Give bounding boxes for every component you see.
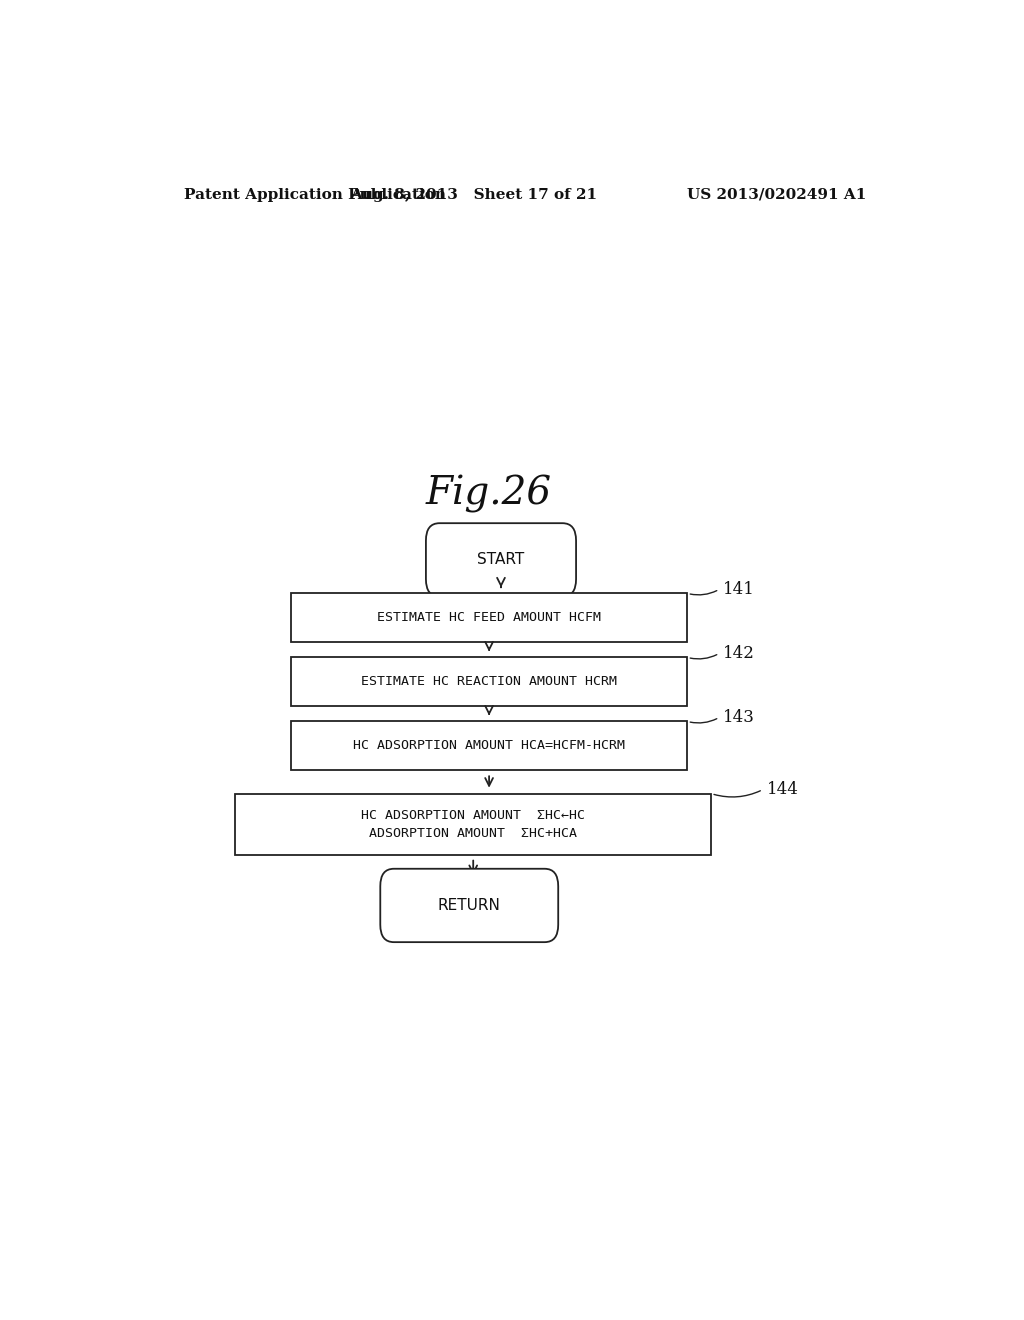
Text: 142: 142	[723, 645, 755, 661]
Text: Fig.26: Fig.26	[426, 475, 552, 512]
Bar	[236, 793, 712, 854]
Text: RETURN: RETURN	[438, 898, 501, 913]
Text: ESTIMATE HC FEED AMOUNT HCFM: ESTIMATE HC FEED AMOUNT HCFM	[377, 611, 601, 624]
Bar	[291, 594, 687, 643]
Text: ESTIMATE HC REACTION AMOUNT HCRM: ESTIMATE HC REACTION AMOUNT HCRM	[361, 676, 617, 688]
Text: START: START	[477, 552, 524, 568]
Bar	[291, 657, 687, 706]
Text: Aug. 8, 2013   Sheet 17 of 21: Aug. 8, 2013 Sheet 17 of 21	[349, 187, 597, 202]
Text: HC ADSORPTION AMOUNT  ΣHC←HC
ADSORPTION AMOUNT  ΣHC+HCA: HC ADSORPTION AMOUNT ΣHC←HC ADSORPTION A…	[361, 809, 586, 840]
Text: Patent Application Publication: Patent Application Publication	[183, 187, 445, 202]
Text: US 2013/0202491 A1: US 2013/0202491 A1	[687, 187, 866, 202]
Bar	[291, 722, 687, 771]
FancyBboxPatch shape	[426, 523, 577, 597]
FancyBboxPatch shape	[380, 869, 558, 942]
Text: HC ADSORPTION AMOUNT HCA=HCFM-HCRM: HC ADSORPTION AMOUNT HCA=HCFM-HCRM	[353, 739, 625, 752]
Text: 141: 141	[723, 581, 755, 598]
Text: 144: 144	[767, 781, 799, 799]
Text: 143: 143	[723, 709, 755, 726]
